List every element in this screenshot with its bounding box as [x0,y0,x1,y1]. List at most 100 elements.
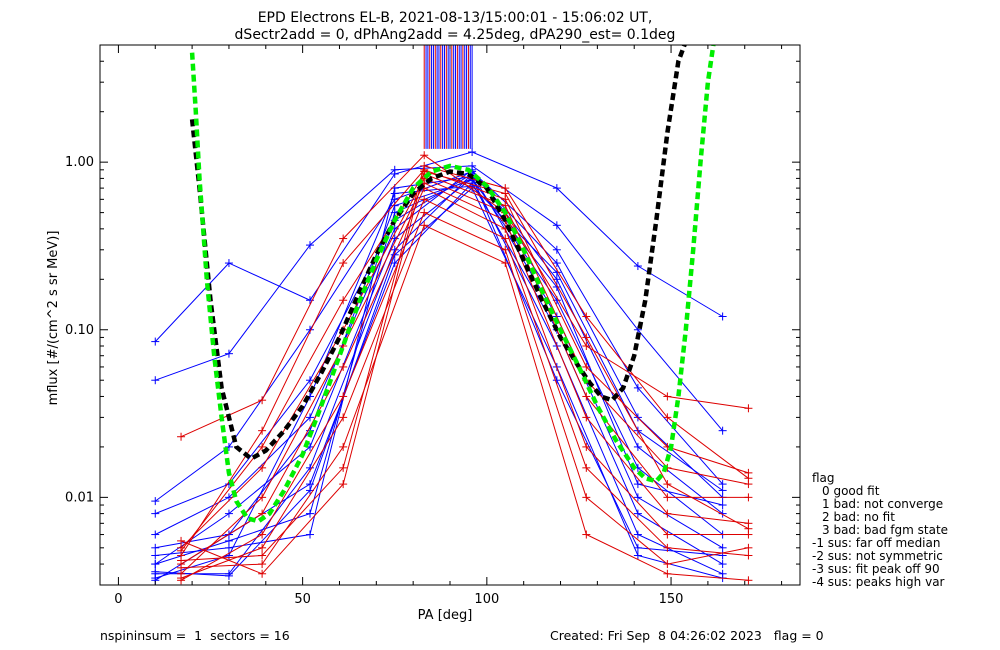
data-point [177,543,186,552]
data-point [718,543,727,552]
data-point [151,337,160,346]
data-point [582,442,591,451]
series-line [155,177,723,575]
data-point [390,189,399,198]
series-line [180,187,749,565]
data-point [663,493,672,502]
data-point [420,195,429,204]
footer-left: nspininsum = 1 sectors = 16 [100,628,290,643]
data-point [582,413,591,422]
series-line [155,173,723,515]
legend-item: 3 bad: bad fgm state [822,523,948,537]
data-point [663,413,672,422]
data-point [582,312,591,321]
y-tick-label: 0.10 [65,323,94,338]
legend-item: -1 sus: far off median [812,536,940,550]
data-point [744,543,753,552]
data-point [258,463,267,472]
y-axis-label: mflux [#/(cm^2 s sr MeV)] [46,231,61,406]
series-line [155,173,723,575]
x-tick-label: 50 [294,592,311,607]
data-point [718,560,727,569]
data-point [744,524,753,533]
data-point [420,167,429,176]
data-point [306,376,314,385]
legend-item: 2 bad: no fit [822,510,895,524]
data-point [633,530,642,539]
data-point [663,392,672,401]
legend-item: -4 sus: peaks high var [812,575,945,589]
data-point [718,312,727,321]
x-axis-label: PA [deg] [418,608,473,623]
data-point [501,234,510,243]
data-point [582,530,591,539]
data-point [501,259,510,268]
data-point [177,563,186,572]
data-point [339,392,348,401]
data-point [633,551,642,560]
legend-item: -3 sus: fit peak off 90 [812,562,940,576]
data-point [633,493,642,502]
data-point [552,259,561,268]
black-fit-curve [189,45,687,462]
data-point [151,543,160,552]
data-point [151,497,160,506]
data-point [258,426,267,435]
series-line [180,177,749,549]
data-point [339,463,348,472]
data-point [339,296,348,305]
data-point [633,543,642,552]
data-point [258,569,267,578]
data-point [258,396,267,405]
data-point [177,536,186,545]
data-point [151,567,160,576]
series-line [155,177,723,565]
data-point [306,413,314,422]
data-point [663,509,672,518]
data-point [420,151,429,160]
data-point [468,147,477,156]
legend-item: 0 good fit [822,484,880,498]
data-point [501,189,510,198]
flag-legend: flag 0 good fit 1 bad: not converge 2 ba… [812,471,948,589]
series-line [155,169,723,535]
data-point [582,333,591,342]
series-line [155,165,723,432]
data-point [258,442,267,451]
data-point [390,165,399,174]
data-point [306,530,314,539]
legend-title: flag [812,471,835,485]
data-point [151,560,160,569]
data-point [501,201,510,210]
data-point [663,530,672,539]
series-line [180,182,749,575]
series-line [180,169,749,556]
data-point [582,362,591,371]
green-fit-curve [189,45,716,524]
chart-title-line2: dSectr2add = 0, dPhAng2add = 4.25deg, dP… [235,27,676,43]
data-point [633,480,642,489]
data-point [224,349,233,358]
data-point [224,442,233,451]
data-point [224,509,233,518]
series-line [180,211,749,579]
legend-item: -2 sus: not symmetric [812,549,943,563]
data-point [582,493,591,502]
data-point [663,543,672,552]
data-point [420,208,429,217]
y-tick-label: 0.01 [65,490,94,505]
data-point [744,576,753,585]
chart-title-line1: EPD Electrons EL-B, 2021-08-13/15:00:01 … [258,10,653,26]
data-point [151,509,160,518]
x-tick-label: 0 [114,592,122,607]
data-point [718,426,727,435]
data-point [258,560,267,569]
data-point [582,392,591,401]
data-point [151,551,160,560]
data-point [582,341,591,350]
data-point [258,530,267,539]
data-point [258,551,267,560]
axes-layer: 0 50 100 150 0.01 0.10 1.00 [65,44,800,607]
data-layer [151,45,753,585]
x-tick-label: 150 [659,592,684,607]
